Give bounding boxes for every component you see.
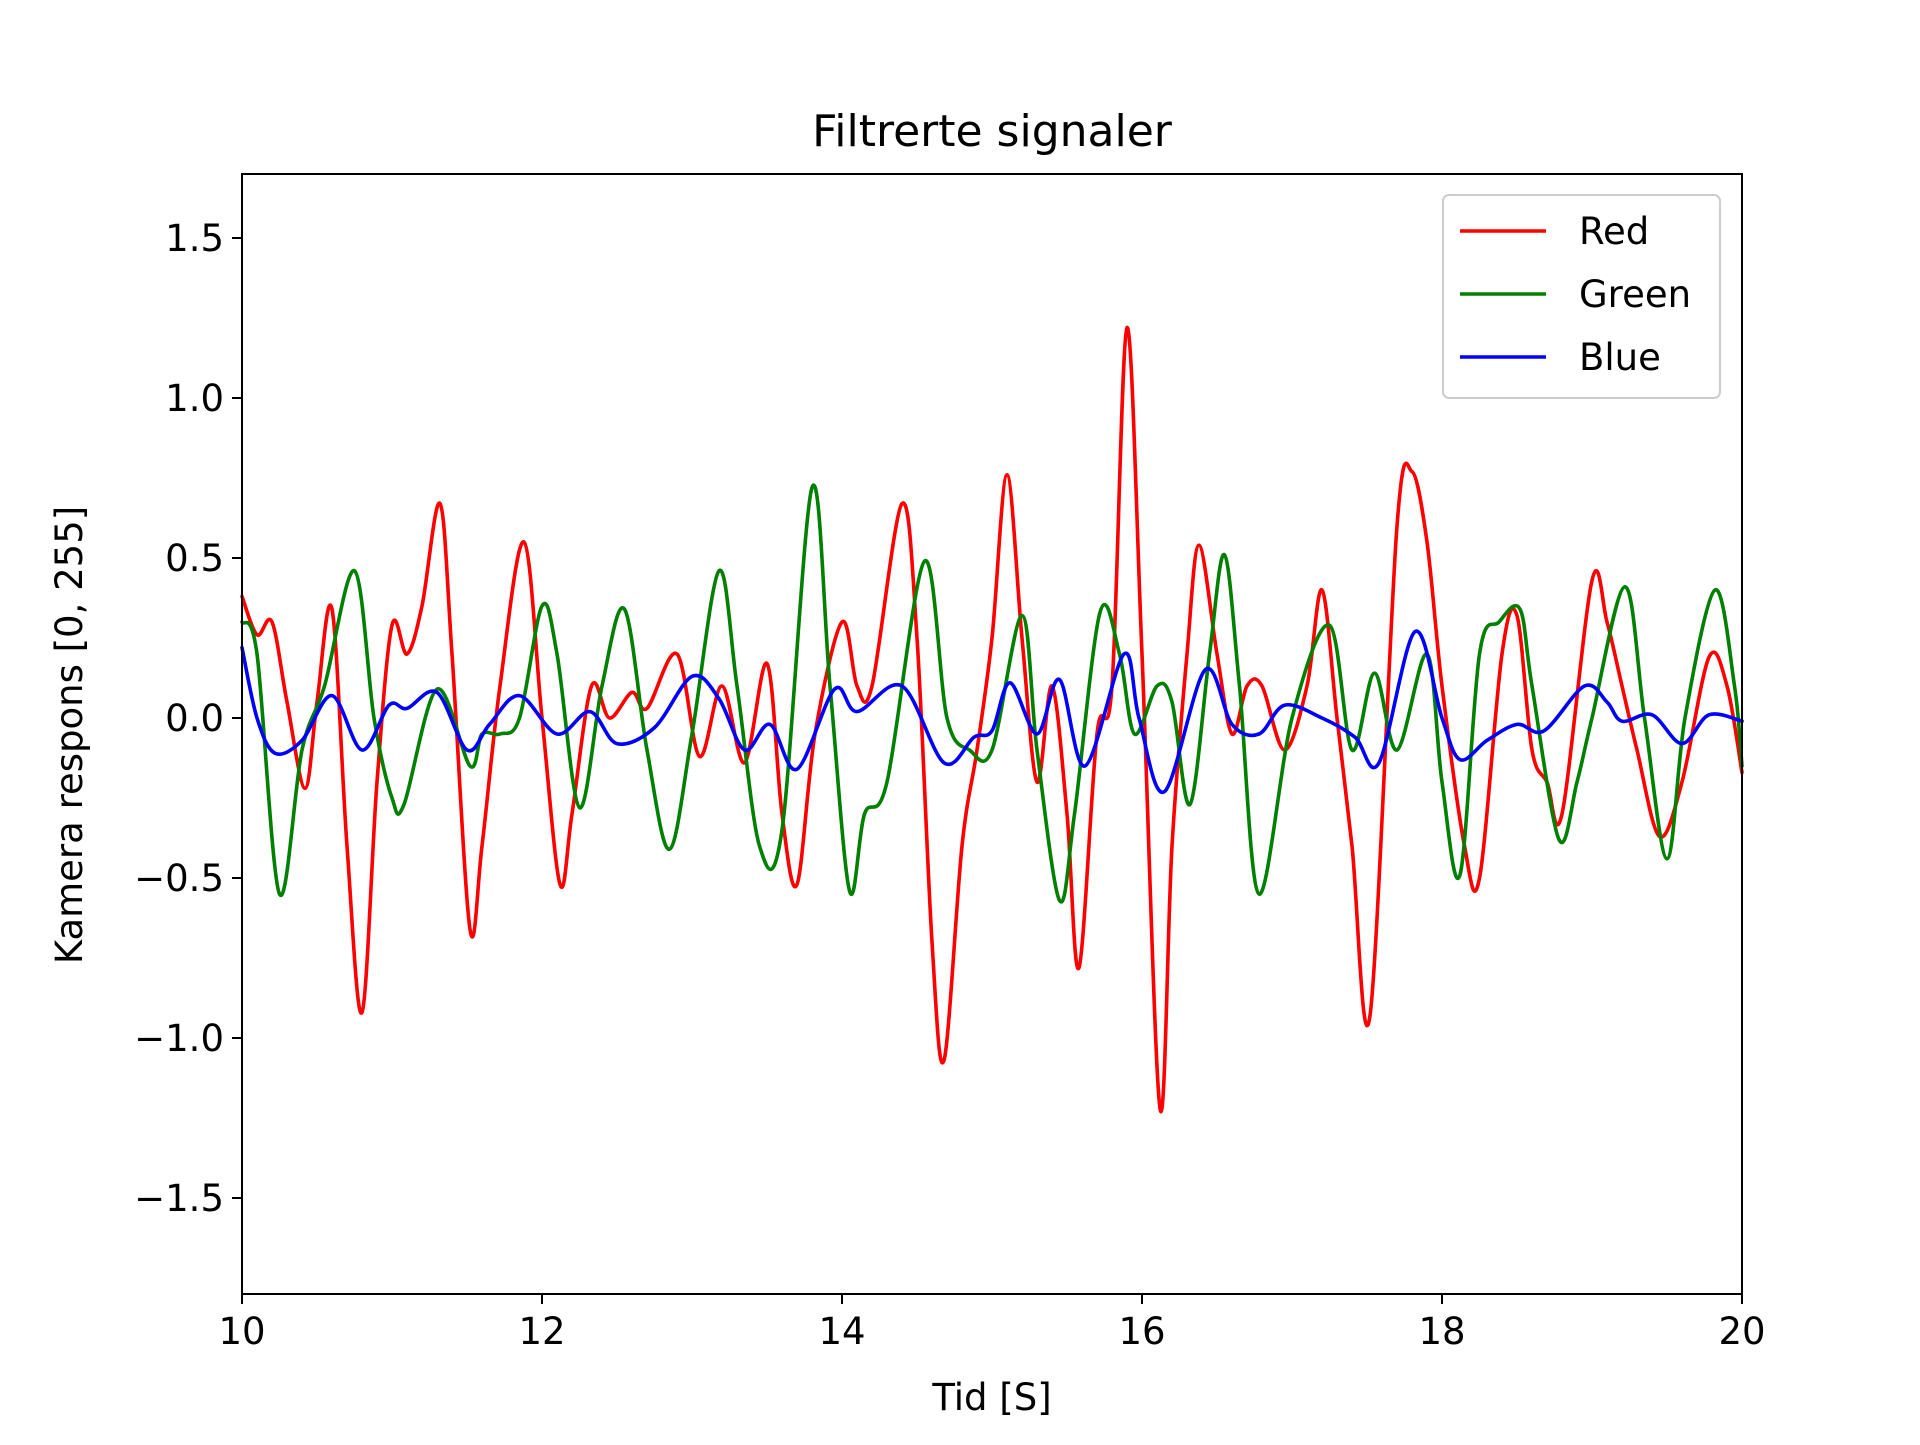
legend-label-blue: Blue: [1579, 336, 1661, 379]
x-axis: 10 12 14 16 18 20: [218, 1294, 1766, 1353]
y-tick-label: −0.5: [134, 857, 224, 900]
legend-box: [1442, 194, 1721, 399]
series-layer: [240, 325, 1744, 1114]
x-axis-label: Tid [S]: [931, 1376, 1051, 1419]
series-line-green: [240, 483, 1744, 904]
chart-title: Filtrerte signaler: [812, 106, 1173, 157]
series-line-blue: [240, 629, 1744, 794]
y-axis: 1.5 1.0 0.5 0.0 −0.5 −1.0 −1.5: [134, 217, 242, 1220]
legend: Red Green Blue: [1442, 194, 1721, 399]
y-tick-label: −1.5: [134, 1177, 224, 1220]
series-line-red: [240, 325, 1744, 1114]
x-tick-label: 12: [518, 1310, 565, 1353]
y-tick-label: 0.5: [165, 537, 224, 580]
y-tick-label: 1.5: [165, 217, 224, 260]
y-tick-label: −1.0: [134, 1017, 224, 1060]
x-tick-label: 20: [1718, 1310, 1765, 1353]
legend-label-red: Red: [1579, 210, 1649, 253]
x-tick-label: 18: [1418, 1310, 1465, 1353]
legend-label-green: Green: [1579, 273, 1691, 316]
x-tick-label: 14: [818, 1310, 865, 1353]
y-tick-label: 1.0: [165, 377, 224, 420]
y-axis-label: Kamera respons [0, 255]: [48, 506, 91, 964]
x-tick-label: 10: [218, 1310, 265, 1353]
x-tick-label: 16: [1118, 1310, 1165, 1353]
y-tick-label: 0.0: [165, 697, 224, 740]
plot-frame: [241, 173, 1743, 1295]
